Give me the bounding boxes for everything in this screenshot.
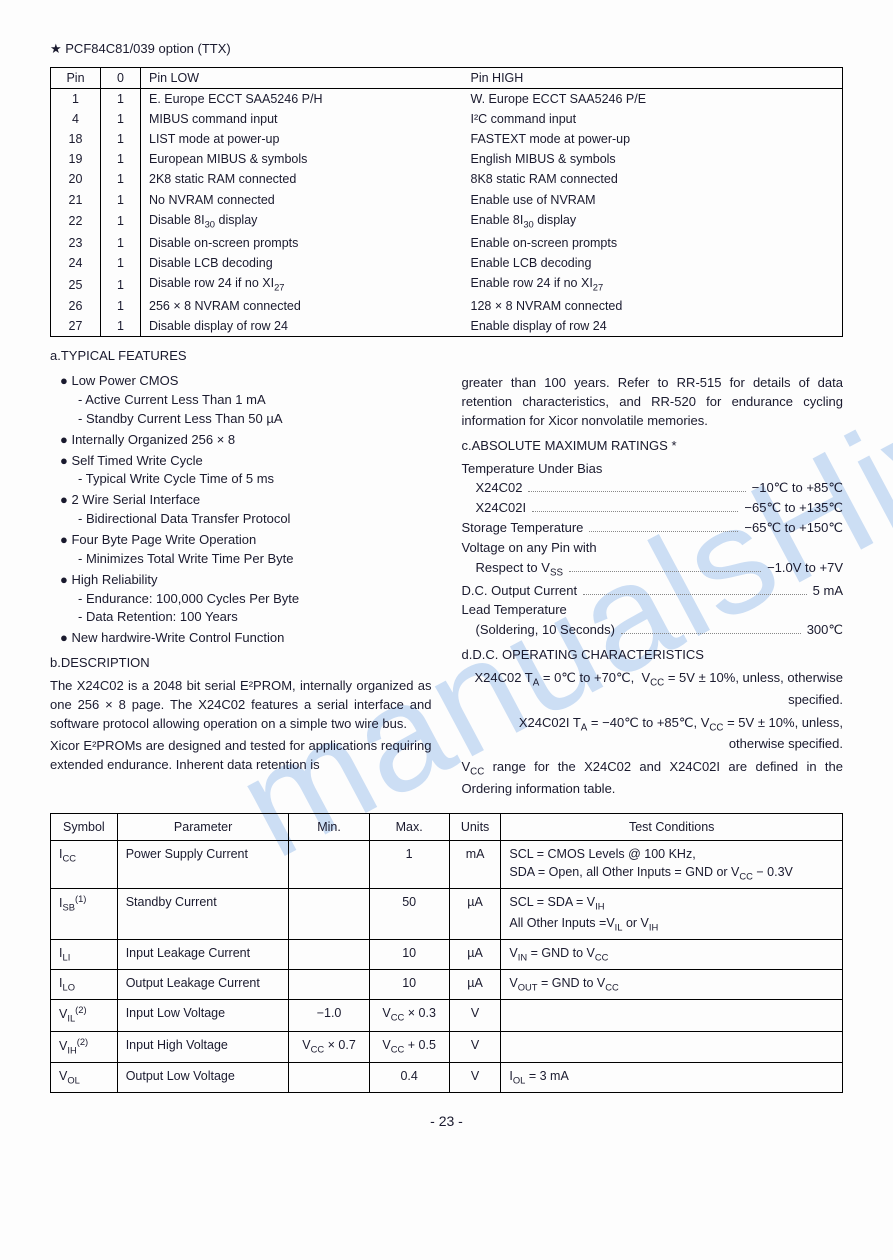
pin-table-row: 181LIST mode at power-upFASTEXT mode at … [51, 129, 843, 149]
features-list: Low Power CMOSActive Current Less Than 1… [60, 372, 432, 648]
rating-label: X24C02I [476, 499, 527, 518]
dc-table-row: ICCPower Supply Current1mASCL = CMOS Lev… [51, 840, 843, 888]
rating-value: −65℃ to +150℃ [744, 519, 843, 538]
feature-item: Low Power CMOSActive Current Less Than 1… [60, 372, 432, 429]
pin-table-row: 241Disable LCB decodingEnable LCB decodi… [51, 253, 843, 273]
dc-table-row: VIH(2)Input High VoltageVCC × 0.7VCC + 0… [51, 1031, 843, 1062]
section-d-title: d.D.C. OPERATING CHARACTERISTICS [462, 646, 844, 665]
rating-value: −10℃ to +85℃ [752, 479, 843, 498]
pin-table-row: 221Disable 8I30 displayEnable 8I30 displ… [51, 210, 843, 233]
feature-item: Internally Organized 256 × 8 [60, 431, 432, 450]
ratings-heading: Temperature Under Bias [462, 460, 844, 479]
feature-item: Self Timed Write CycleTypical Write Cycl… [60, 452, 432, 490]
rating-label: X24C02 [476, 479, 523, 498]
rating-value: −1.0V to +7V [767, 559, 843, 578]
pin-table-row: 11E. Europe ECCT SAA5246 P/HW. Europe EC… [51, 88, 843, 109]
pin-table-header: Pin LOW [141, 67, 441, 88]
rating-label: D.C. Output Current [462, 582, 578, 601]
dc-note: X24C02I TA = −40℃ to +85℃, VCC = 5V ± 10… [462, 714, 844, 755]
dc-table-row: ILIInput Leakage Current10µAVIN = GND to… [51, 940, 843, 970]
dc-table-row: ISB(1)Standby Current50µASCL = SDA = VIH… [51, 888, 843, 939]
description-cont: greater than 100 years. Refer to RR-515 … [462, 374, 844, 431]
pin-table-row: 41MIBUS command inputI²C command input [51, 109, 843, 129]
rating-value: −65℃ to +135℃ [744, 499, 843, 518]
dc-characteristics-table: SymbolParameterMin.Max.UnitsTest Conditi… [50, 813, 843, 1093]
rating-value: 5 mA [813, 582, 843, 601]
dc-table-header: Symbol [51, 813, 118, 840]
ratings-heading: Lead Temperature [462, 601, 844, 620]
description-p1: The X24C02 is a 2048 bit serial E²PROM, … [50, 677, 432, 734]
dc-table-header: Max. [369, 813, 449, 840]
description-p2: Xicor E²PROMs are designed and tested fo… [50, 737, 432, 775]
pin-table-header: Pin [51, 67, 101, 88]
pin-table-row: 191European MIBUS & symbolsEnglish MIBUS… [51, 149, 843, 169]
rating-label: Respect to VSS [476, 559, 563, 581]
feature-item: New hardwire-Write Control Function [60, 629, 432, 648]
page-heading: ★ PCF84C81/039 option (TTX) [50, 40, 843, 59]
pin-table-row: 211No NVRAM connectedEnable use of NVRAM [51, 190, 843, 210]
feature-item: 2 Wire Serial InterfaceBidirectional Dat… [60, 491, 432, 529]
feature-item: Four Byte Page Write OperationMinimizes … [60, 531, 432, 569]
dc-table-header: Test Conditions [501, 813, 843, 840]
pin-table-row: 251Disable row 24 if no XI27Enable row 2… [51, 273, 843, 296]
dc-note: X24C02 TA = 0℃ to +70℃, VCC = 5V ± 10%, … [462, 669, 844, 710]
section-c-title: c.ABSOLUTE MAXIMUM RATINGS * [462, 437, 844, 456]
pin-table-header: 0 [101, 67, 141, 88]
pin-table-row: 231Disable on-screen promptsEnable on-sc… [51, 233, 843, 253]
rating-label: (Soldering, 10 Seconds) [476, 621, 615, 640]
feature-item: High ReliabilityEndurance: 100,000 Cycle… [60, 571, 432, 628]
rating-value: 300℃ [807, 621, 843, 640]
dc-table-header: Min. [289, 813, 369, 840]
dc-table-row: VIL(2)Input Low Voltage−1.0VCC × 0.3V [51, 1000, 843, 1031]
section-a-title: a.TYPICAL FEATURES [50, 347, 843, 366]
pin-table-row: 2012K8 static RAM connected8K8 static RA… [51, 169, 843, 189]
pin-table-row: 271Disable display of row 24Enable displ… [51, 316, 843, 337]
dc-table-row: VOLOutput Low Voltage0.4VIOL = 3 mA [51, 1062, 843, 1092]
pin-table-row: 261256 × 8 NVRAM connected128 × 8 NVRAM … [51, 296, 843, 316]
pin-option-table: Pin0Pin LOWPin HIGH 11E. Europe ECCT SAA… [50, 67, 843, 338]
rating-label: Storage Temperature [462, 519, 584, 538]
dc-table-header: Units [449, 813, 501, 840]
section-b-title: b.DESCRIPTION [50, 654, 432, 673]
dc-table-row: ILOOutput Leakage Current10µAVOUT = GND … [51, 970, 843, 1000]
ratings-block: Temperature Under Bias X24C02 −10℃ to +85… [462, 460, 844, 640]
ratings-heading: Voltage on any Pin with [462, 539, 844, 558]
pin-table-header: Pin HIGH [441, 67, 843, 88]
dc-note: VCC range for the X24C02 and X24C02I are… [462, 758, 844, 799]
page-number: - 23 - [50, 1111, 843, 1131]
dc-table-header: Parameter [117, 813, 289, 840]
